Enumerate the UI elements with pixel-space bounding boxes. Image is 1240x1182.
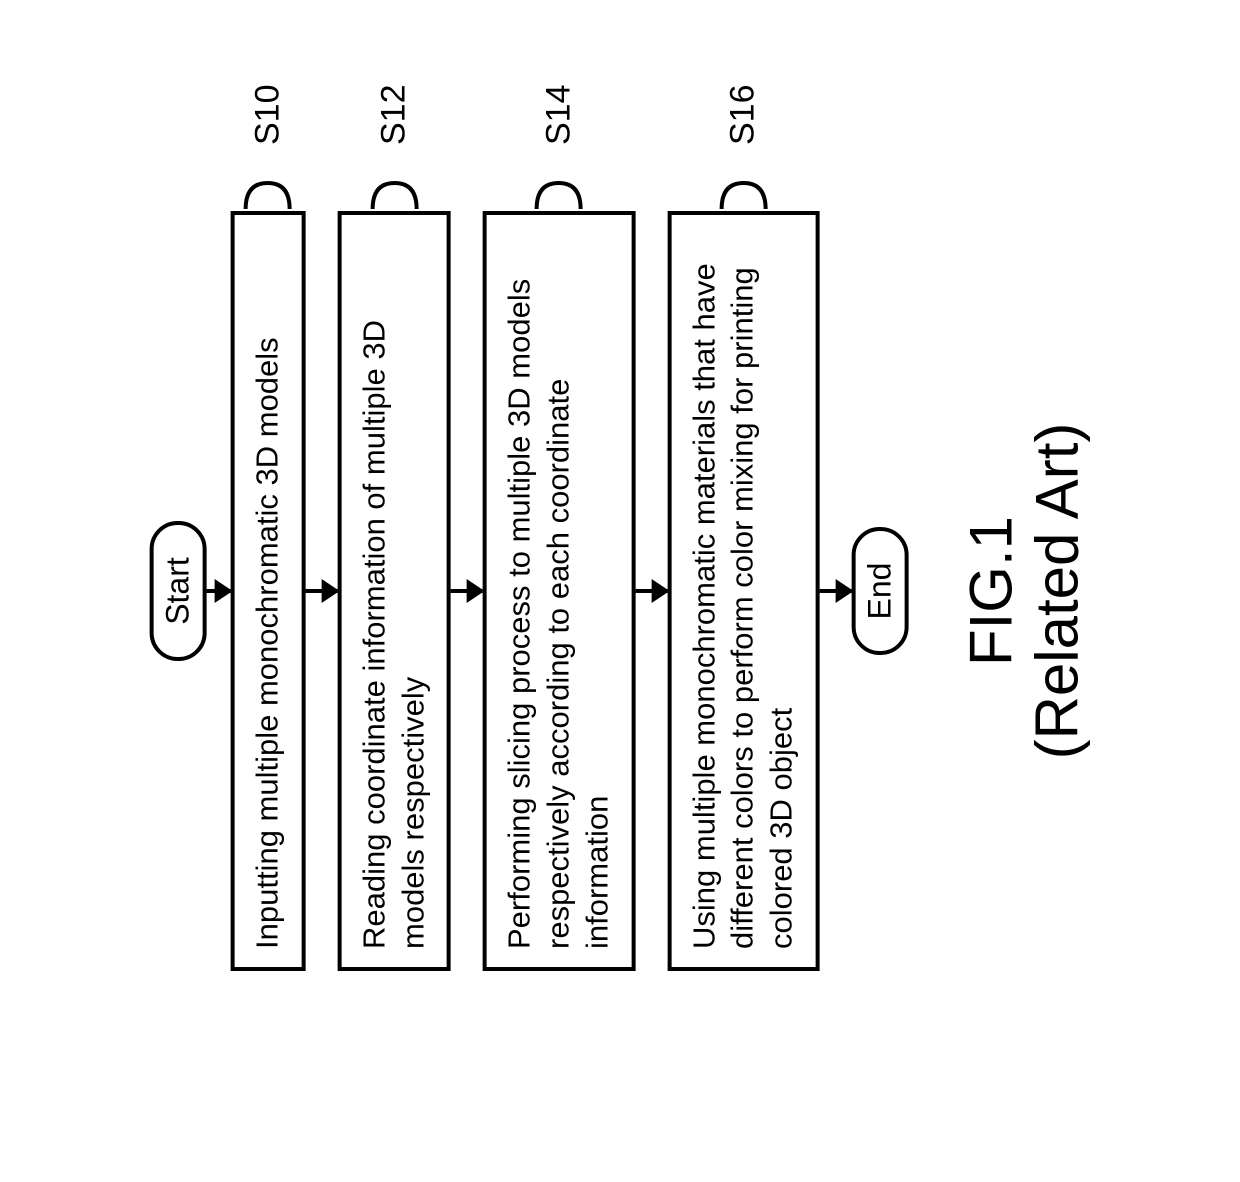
step-id-label: S12 <box>375 85 414 146</box>
step-label-wrap: S14 <box>529 85 589 212</box>
connector-bracket-icon <box>529 155 589 211</box>
process-text: Using multiple monochromatic materials t… <box>686 263 799 949</box>
connector-bracket-icon <box>364 155 424 211</box>
step-id-label: S10 <box>249 85 288 146</box>
arrow-icon <box>305 589 337 593</box>
figure-subtitle: (Related Art) <box>1023 423 1090 760</box>
process-box-s16: Using multiple monochromatic materials t… <box>667 211 819 971</box>
process-text: Reading coordinate information of multip… <box>356 320 430 949</box>
step-row: Reading coordinate information of multip… <box>337 211 451 971</box>
step-id-label: S14 <box>540 85 579 146</box>
step-row: Using multiple monochromatic materials t… <box>667 211 819 971</box>
process-box-s10: Inputting multiple monochromatic 3D mode… <box>231 211 306 971</box>
arrow-icon <box>451 589 483 593</box>
process-box-s12: Reading coordinate information of multip… <box>337 211 451 971</box>
step-label-wrap: S10 <box>238 85 298 212</box>
start-label: Start <box>160 557 196 625</box>
step-label-wrap: S12 <box>364 85 424 212</box>
connector-bracket-icon <box>238 155 298 211</box>
step-row: Inputting multiple monochromatic 3D mode… <box>231 211 306 971</box>
step-label-wrap: S16 <box>713 85 773 212</box>
flowchart-column: Start Inputting multiple monochromatic 3… <box>150 211 909 971</box>
connector-bracket-icon <box>713 155 773 211</box>
end-terminal: End <box>851 527 908 656</box>
process-box-s14: Performing slicing process to multiple 3… <box>483 211 635 971</box>
process-text: Inputting multiple monochromatic 3D mode… <box>250 337 285 949</box>
step-row: Performing slicing process to multiple 3… <box>483 211 635 971</box>
figure-caption: FIG.1 (Related Art) <box>958 423 1090 760</box>
figure-number: FIG.1 <box>957 516 1024 666</box>
step-id-label: S16 <box>724 85 763 146</box>
arrow-icon <box>819 589 851 593</box>
arrow-icon <box>207 589 231 593</box>
process-text: Performing slicing process to multiple 3… <box>502 279 615 949</box>
end-label: End <box>861 563 897 620</box>
flowchart-root: Start Inputting multiple monochromatic 3… <box>150 41 1091 1141</box>
start-terminal: Start <box>150 521 207 661</box>
arrow-icon <box>635 589 667 593</box>
